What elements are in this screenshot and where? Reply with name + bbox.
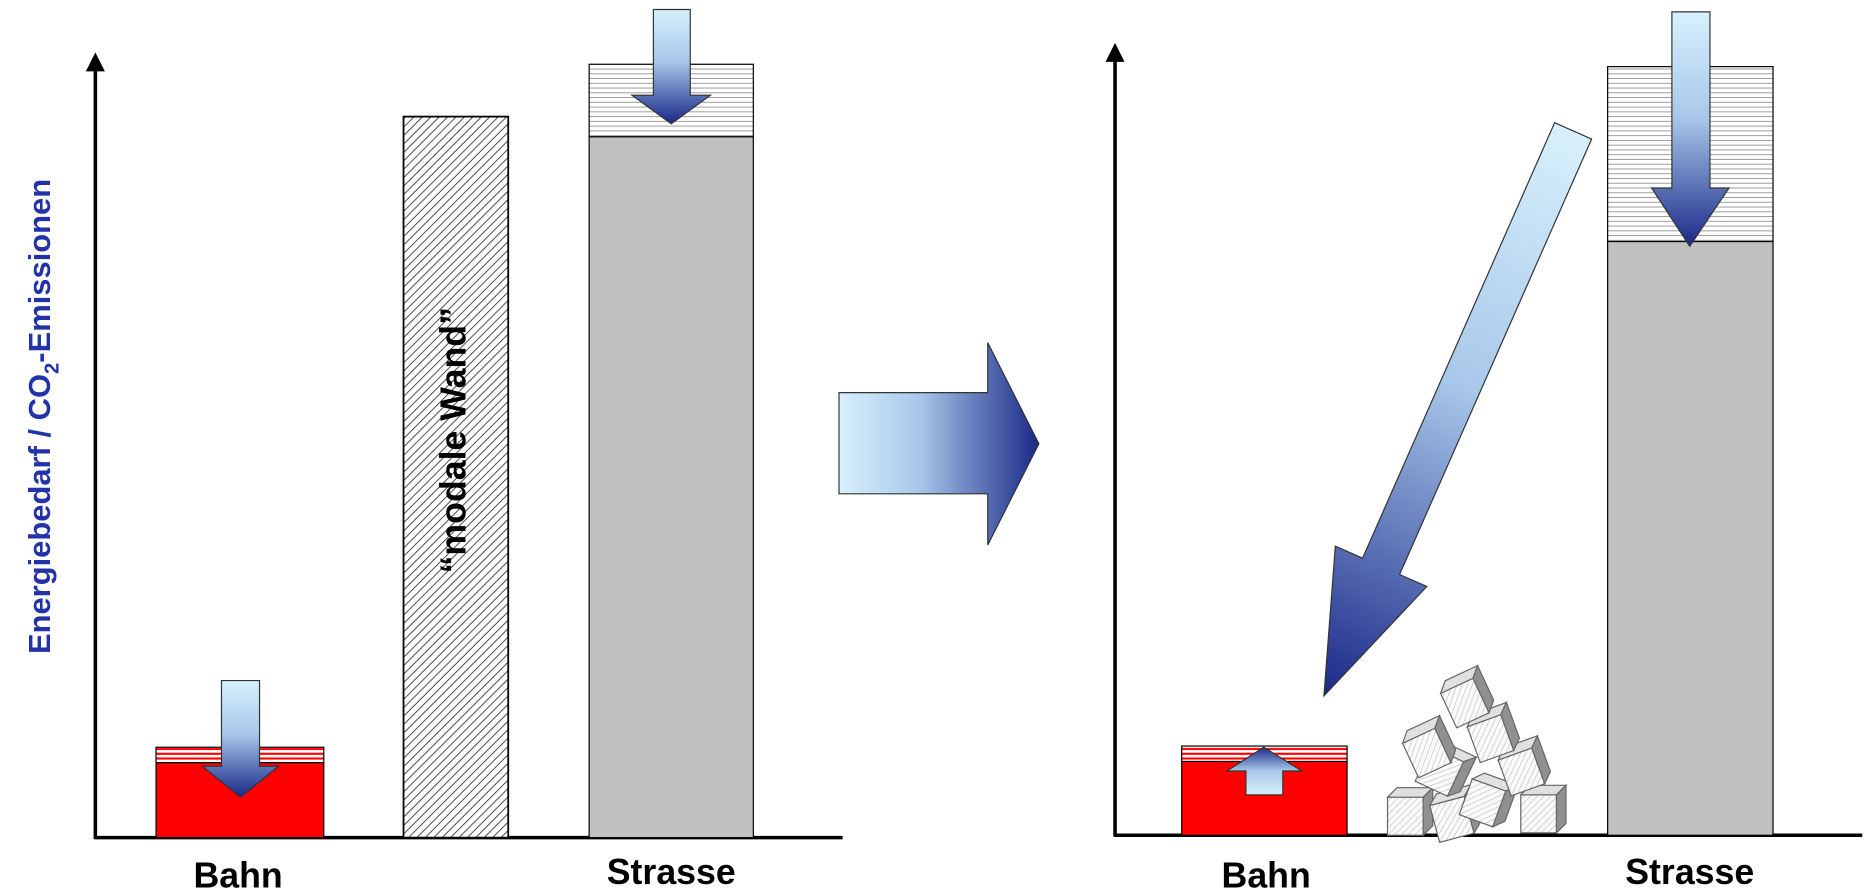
y-axis-label-suffix: -Emissionen — [22, 179, 57, 363]
modal-wall: “modale Wand” — [402, 115, 510, 839]
rubble — [1386, 665, 1567, 843]
category-label: Strasse — [607, 852, 736, 890]
bahn-bar-after — [1181, 745, 1348, 836]
category-label: Strasse — [1625, 852, 1754, 890]
y-axis-label-text: Energiebedarf / CO — [22, 374, 57, 654]
y-axis-label-subscript: 2 — [41, 363, 63, 374]
transition-arrow — [838, 342, 1040, 546]
shift-arrow — [1323, 121, 1593, 698]
y-axis-label: Energiebedarf / CO2-Emissionen — [22, 179, 63, 654]
strasse-bar-before — [588, 8, 754, 839]
category-label: Bahn — [194, 856, 283, 890]
category-label: Bahn — [1222, 856, 1311, 890]
bahn-bar-before — [155, 679, 325, 839]
strasse-bar-after — [1607, 11, 1774, 836]
wall-label: “modale Wand” — [433, 307, 473, 573]
